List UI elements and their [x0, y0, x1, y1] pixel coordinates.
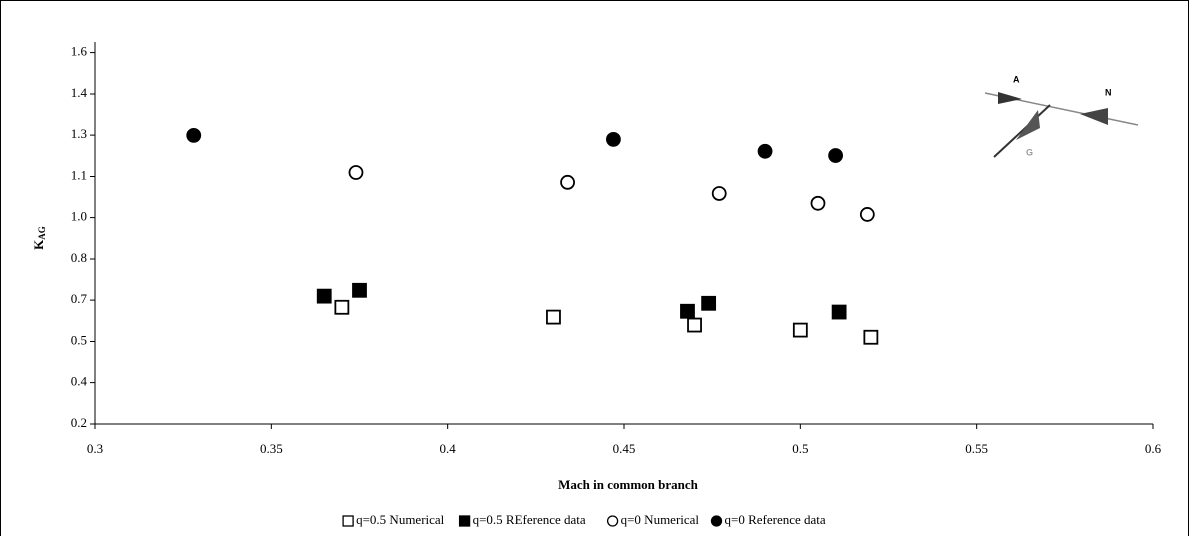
- x-tick-label: 0.6: [1145, 441, 1162, 456]
- point: [348, 165, 364, 180]
- y-tick-label: 0.7: [71, 291, 88, 306]
- y-axis-label: KAG: [31, 226, 47, 250]
- legend-marker: [458, 515, 471, 527]
- legend-label: q=0 Reference data: [725, 512, 826, 527]
- x-axis-label: Mach in common branch: [558, 477, 699, 492]
- point: [546, 309, 561, 325]
- point: [792, 322, 808, 338]
- y-axis-label-main: K: [31, 239, 46, 250]
- y-tick-label: 0.5: [71, 332, 87, 347]
- point: [810, 195, 826, 211]
- y-tick-label: 0.2: [71, 415, 87, 430]
- x-tick-label: 0.45: [613, 441, 636, 456]
- legend-marker: [342, 515, 354, 527]
- legend-label: q=0 Numerical: [621, 512, 700, 527]
- legend-marker: [710, 515, 723, 527]
- point: [828, 148, 843, 163]
- legend-marker: [606, 515, 619, 527]
- y-tick-label: 1.6: [71, 44, 88, 59]
- y-tick-label: 1.4: [71, 85, 88, 100]
- inset-diagram: A N G: [984, 74, 1139, 158]
- point: [606, 131, 621, 147]
- y-tick-label: 1.0: [71, 209, 87, 224]
- point: [863, 329, 879, 345]
- point: [859, 207, 875, 222]
- inset-label: G: [1026, 147, 1033, 157]
- y-axis-label-sub: AG: [37, 226, 47, 240]
- x-tick-label: 0.5: [792, 441, 808, 456]
- point: [711, 186, 727, 201]
- legend: q=0.5 Numerical q=0.5 REference data q=0 N…: [342, 512, 826, 527]
- x-tick-label: 0.35: [260, 441, 283, 456]
- point: [186, 127, 202, 143]
- x-tick-label: 0.3: [87, 441, 103, 456]
- point: [352, 282, 367, 298]
- y-tick-label: 1.1: [71, 167, 87, 182]
- point: [687, 317, 702, 333]
- y-tick-label: 0.4: [71, 374, 88, 389]
- inset-label: A: [1013, 74, 1020, 84]
- point: [757, 143, 773, 159]
- point: [316, 288, 332, 304]
- y-tick-label: 0.8: [71, 250, 87, 265]
- point: [560, 174, 575, 190]
- x-tick-label: 0.4: [440, 441, 457, 456]
- point: [680, 303, 695, 319]
- inset-label: N: [1105, 87, 1112, 97]
- point: [701, 295, 717, 311]
- point: [334, 299, 350, 315]
- point: [831, 304, 847, 320]
- legend-label: q=0.5 Numerical: [356, 512, 445, 527]
- y-tick-label: 1.3: [71, 126, 87, 141]
- x-tick-label: 0.55: [965, 441, 988, 456]
- legend-label: q=0.5 REference data: [473, 512, 586, 527]
